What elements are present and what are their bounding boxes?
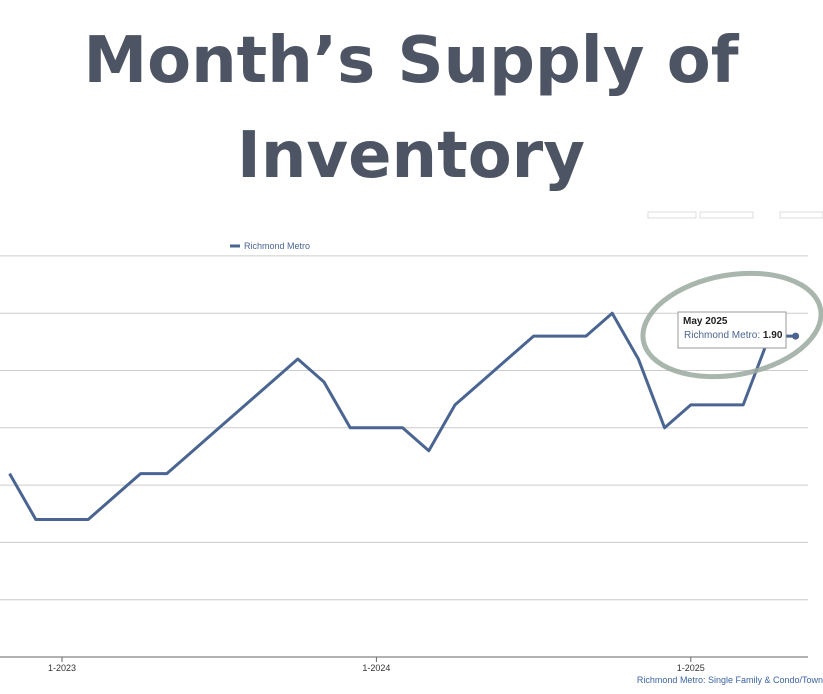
- title-line: Month’s Supply of: [83, 24, 739, 98]
- tooltip-box: [677, 311, 787, 349]
- highlight-circle: [640, 270, 823, 380]
- legend-label: Richmond Metro: [244, 241, 310, 251]
- footer: Richmond Metro: Single Family & Condo/To…: [637, 675, 823, 685]
- x-tick-label: 1-2025: [677, 663, 705, 673]
- tooltip-series: Richmond Metro:: [684, 330, 760, 341]
- x-tick-label: 1-2023: [48, 663, 76, 673]
- title-line: Inventory: [237, 119, 585, 193]
- tooltip-value: 1.90: [763, 330, 783, 341]
- tooltip: May 2025 Richmond Metro: 1.90: [677, 311, 787, 349]
- tooltip-text: Richmond Metro: 1.90: [684, 330, 783, 341]
- tooltip-title: May 2025: [683, 316, 728, 327]
- chart-buttons: [647, 211, 823, 219]
- x-tick-label: 1-2024: [362, 663, 390, 673]
- hover-point: [792, 332, 800, 340]
- series-line: [8, 311, 796, 521]
